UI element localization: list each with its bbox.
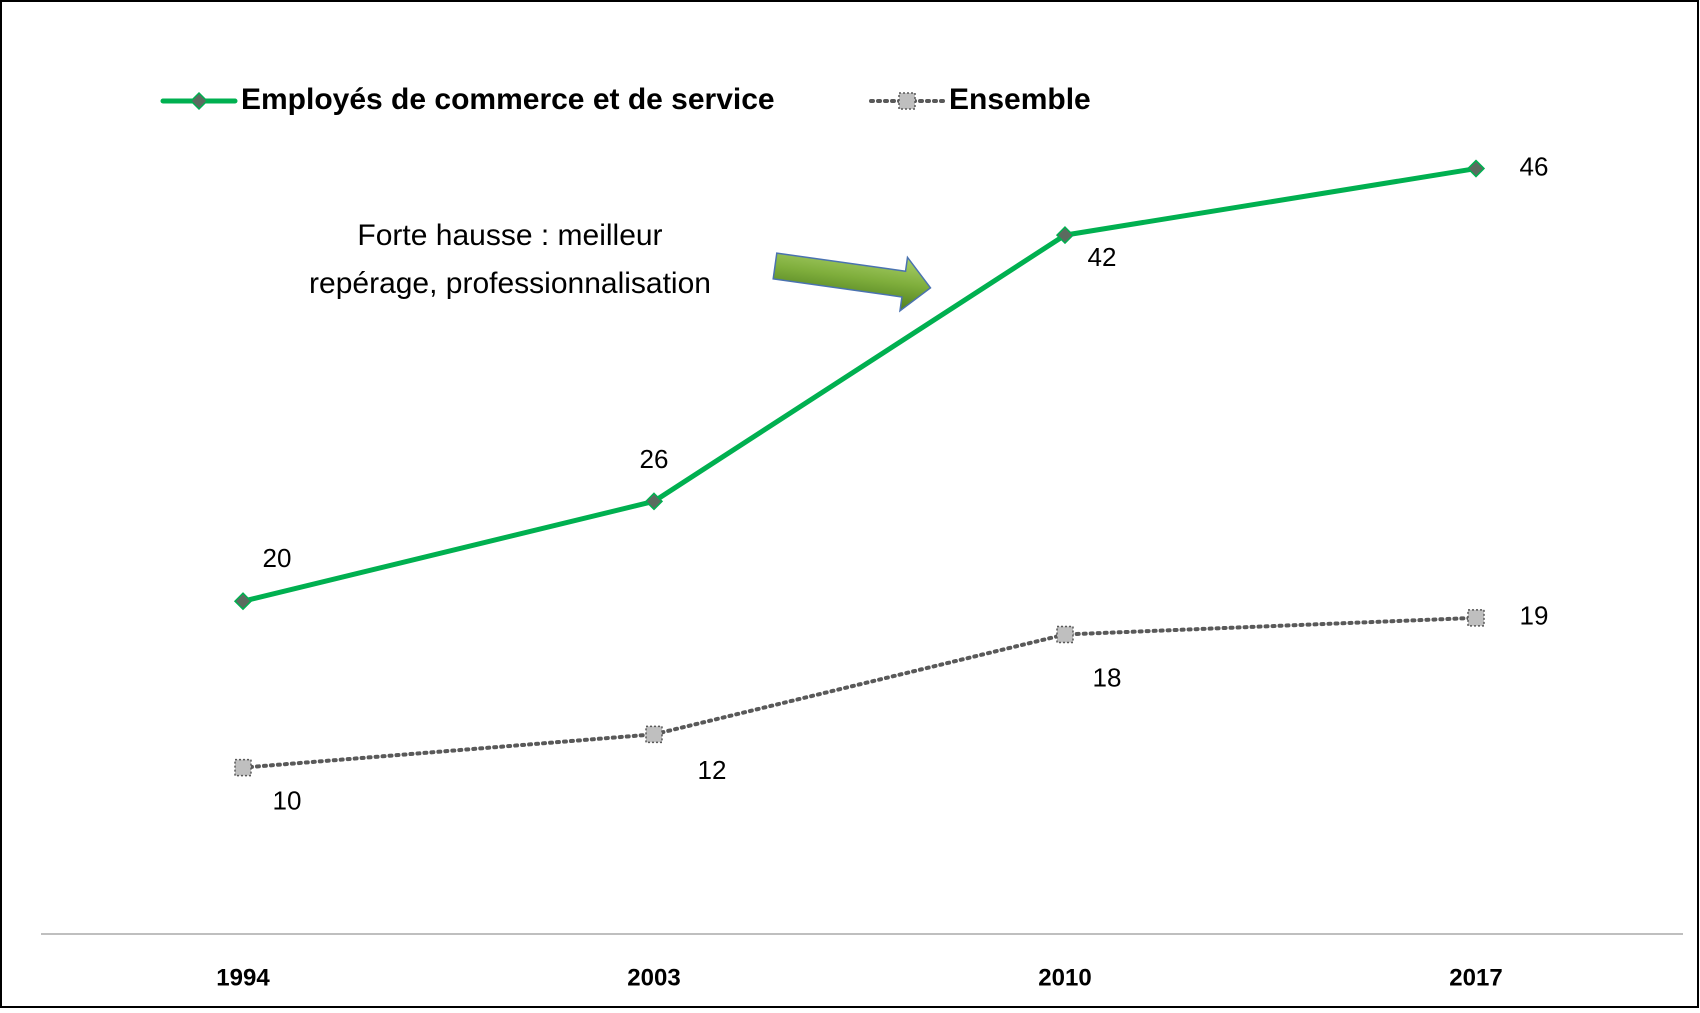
series-line [241,615,1478,770]
data-label: 18 [1093,662,1122,692]
legend-label: Employés de commerce et de service [241,83,775,116]
point-marker [1467,609,1485,627]
point-marker [1055,226,1075,245]
data-label: 20 [263,543,292,573]
annotation: Forte hausse : meilleur [357,219,662,252]
series-line [240,166,1479,604]
legend-marker [898,92,916,110]
data-label: 19 [1520,601,1549,631]
data-label: 26 [640,444,669,474]
point-marker [1056,625,1074,644]
x-tick-label: 2010 [1038,964,1091,991]
annotation: repérage, professionnalisation [309,267,711,300]
x-tick-label: 1994 [216,964,270,991]
point-marker [233,592,253,611]
point-marker [234,758,252,777]
x-tick-label: 2003 [627,964,680,991]
annotation-arrow [772,252,932,313]
data-label: 10 [273,785,302,815]
point-marker [1466,159,1486,178]
point-marker [645,725,663,744]
data-label: 42 [1088,242,1117,272]
legend-label: Ensemble [949,83,1091,116]
x-tick-label: 2017 [1449,964,1502,991]
point-marker [644,492,664,511]
data-label: 12 [698,755,727,785]
data-label: 46 [1520,151,1549,181]
legend-marker [189,91,209,111]
